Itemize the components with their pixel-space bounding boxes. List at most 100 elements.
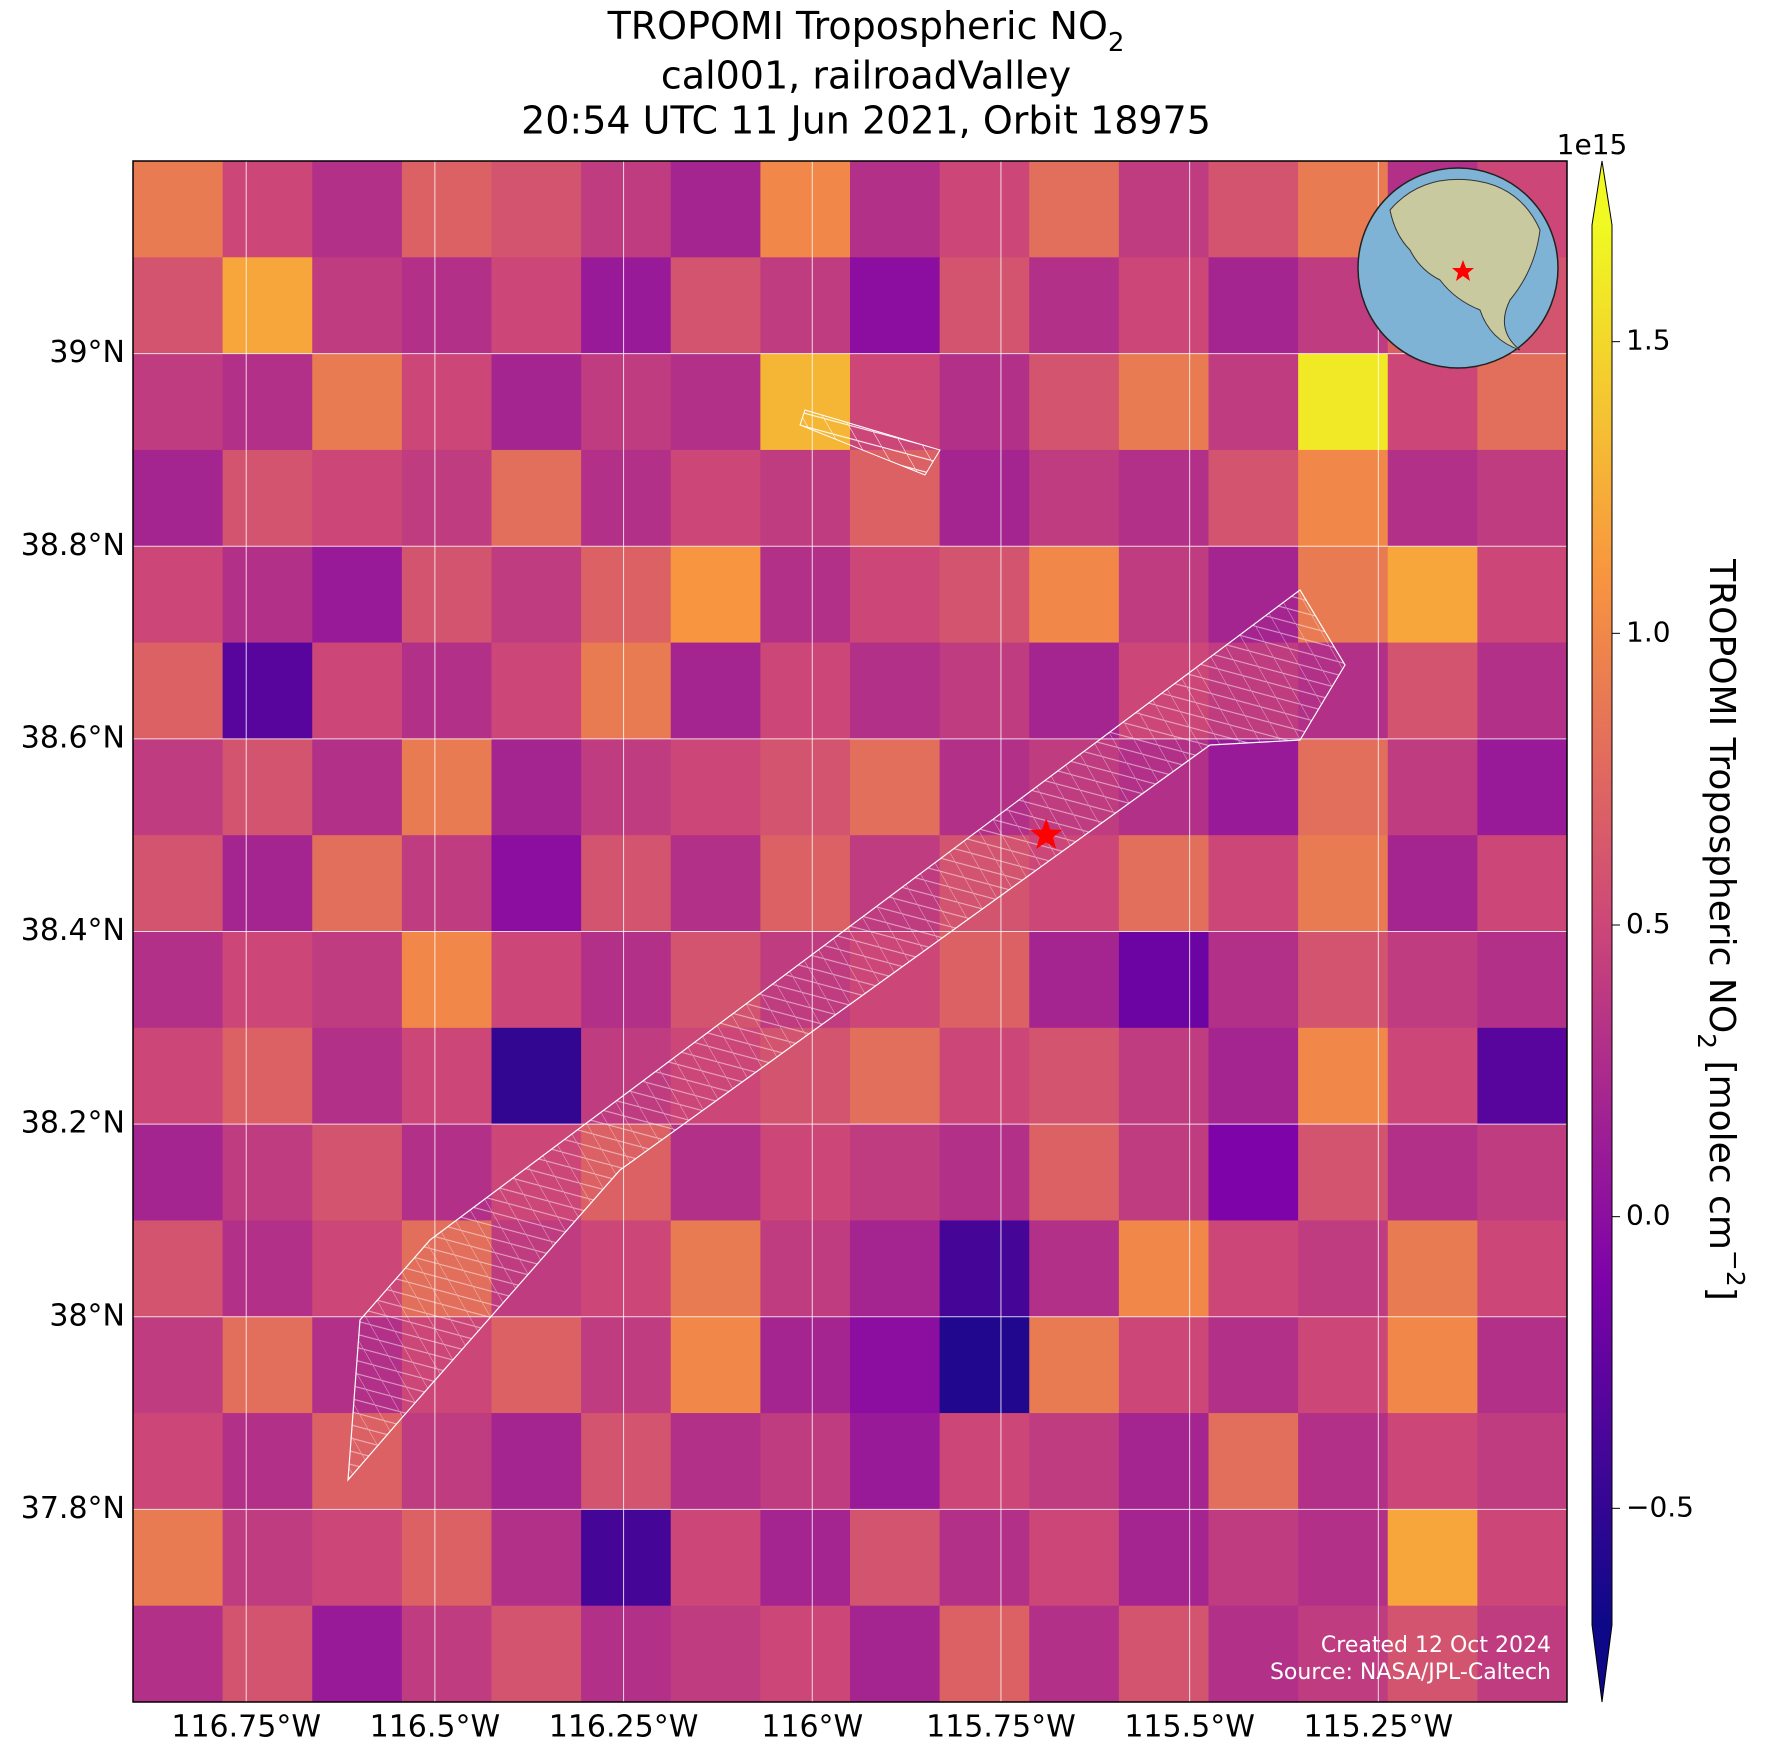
cell <box>1477 1605 1567 1702</box>
cell <box>1208 1220 1299 1318</box>
cell <box>1387 642 1478 740</box>
cell <box>670 642 761 740</box>
cell <box>939 1316 1030 1414</box>
cell <box>312 1124 403 1221</box>
cell <box>850 1605 941 1702</box>
cell <box>1118 1027 1209 1125</box>
cell <box>1298 1509 1389 1607</box>
cell <box>1029 257 1120 355</box>
cell <box>1387 931 1478 1029</box>
footprint-swath <box>347 589 1346 1482</box>
cell <box>1118 1605 1209 1702</box>
x-tick-label: 116.25°W <box>549 1710 699 1745</box>
colorbar-label-unit: [molec cm <box>1701 1049 1742 1250</box>
cell <box>133 1413 224 1510</box>
cell <box>850 1027 941 1125</box>
y-tick-label: 39°N <box>49 335 125 370</box>
cell <box>491 1027 582 1125</box>
cell <box>850 1509 941 1607</box>
y-tick-label: 38.4°N <box>21 913 125 948</box>
footer-note: Created 12 Oct 2024 <box>1321 1633 1551 1658</box>
x-tick-label: 115.75°W <box>926 1710 1076 1745</box>
cell <box>670 257 761 355</box>
cell <box>581 642 672 740</box>
cell <box>939 1124 1030 1221</box>
cell <box>133 161 224 258</box>
cell <box>581 353 672 451</box>
cell <box>670 1316 761 1414</box>
cell <box>133 353 224 451</box>
cell <box>222 449 313 547</box>
cell <box>670 353 761 451</box>
cell <box>850 161 941 258</box>
cell <box>1118 1509 1209 1607</box>
cell <box>222 1316 313 1414</box>
cell <box>1387 353 1478 451</box>
cell <box>1029 449 1120 547</box>
cell <box>1029 1220 1120 1318</box>
cell <box>1208 353 1299 451</box>
cell <box>1387 1124 1478 1221</box>
cell <box>312 835 403 932</box>
cell <box>222 642 313 740</box>
cell <box>401 1509 492 1607</box>
cell <box>133 1605 224 1702</box>
cell <box>670 835 761 932</box>
cell <box>222 1027 313 1125</box>
cell <box>401 835 492 932</box>
cell <box>1387 738 1478 836</box>
cell <box>312 738 403 836</box>
cell <box>760 449 851 547</box>
y-tick-label: 37.8°N <box>21 1491 125 1526</box>
cell <box>312 1027 403 1125</box>
cell <box>491 546 582 644</box>
plot-frame <box>132 160 1568 1703</box>
title-subscript: 2 <box>1108 28 1125 58</box>
cell <box>939 353 1030 451</box>
cell <box>1029 1316 1120 1414</box>
cell <box>491 257 582 355</box>
cell <box>939 1413 1030 1510</box>
cell <box>1298 353 1389 451</box>
cell <box>312 353 403 451</box>
cell <box>1298 449 1389 547</box>
cell <box>1298 931 1389 1029</box>
cell <box>939 1605 1030 1702</box>
cell <box>1118 1316 1209 1414</box>
cell <box>760 161 851 258</box>
colorbar-extend-bottom <box>1592 1625 1612 1702</box>
cell <box>760 1124 851 1221</box>
cell <box>850 642 941 740</box>
cell <box>312 642 403 740</box>
cell <box>850 738 941 836</box>
cell <box>1477 738 1567 836</box>
cell <box>491 931 582 1029</box>
cell <box>1118 835 1209 932</box>
cell <box>491 353 582 451</box>
cell <box>1298 1124 1389 1221</box>
colorbar-label: TROPOMI Tropospheric NO2 [molec cm−2] <box>1693 558 1751 1301</box>
cell <box>760 1509 851 1607</box>
cell <box>581 449 672 547</box>
chart-subtitle: cal001, railroadValley <box>661 54 1071 98</box>
cell <box>312 161 403 258</box>
colorbar-tick-label: 1.0 <box>1626 615 1671 648</box>
cell <box>1298 1027 1389 1125</box>
cell <box>222 835 313 932</box>
cell <box>939 161 1030 258</box>
colorbar-body <box>1592 225 1612 1625</box>
cell <box>1387 1316 1478 1414</box>
cell <box>670 1220 761 1318</box>
cell <box>133 1124 224 1221</box>
cell <box>1208 1605 1299 1702</box>
cell <box>1208 1124 1299 1221</box>
cell <box>1208 738 1299 836</box>
cell <box>312 1605 403 1702</box>
cell <box>401 161 492 258</box>
colorbar-tick-label: 0.5 <box>1626 907 1671 940</box>
cell <box>1118 257 1209 355</box>
cell <box>133 1027 224 1125</box>
cell <box>491 1316 582 1414</box>
